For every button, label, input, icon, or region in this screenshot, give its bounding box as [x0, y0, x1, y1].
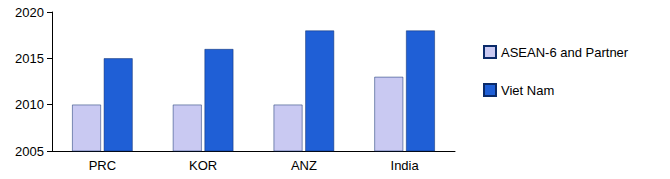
svg-text:India: India	[391, 158, 420, 173]
svg-text:KOR: KOR	[189, 158, 217, 173]
svg-text:2005: 2005	[15, 144, 44, 159]
svg-text:Viet Nam: Viet Nam	[501, 83, 554, 98]
svg-text:2020: 2020	[15, 5, 44, 20]
svg-text:ASEAN-6 and Partner: ASEAN-6 and Partner	[501, 45, 629, 60]
svg-text:ANZ: ANZ	[291, 158, 317, 173]
svg-text:2010: 2010	[15, 97, 44, 112]
svg-text:2015: 2015	[15, 51, 44, 66]
svg-text:PRC: PRC	[89, 158, 116, 173]
